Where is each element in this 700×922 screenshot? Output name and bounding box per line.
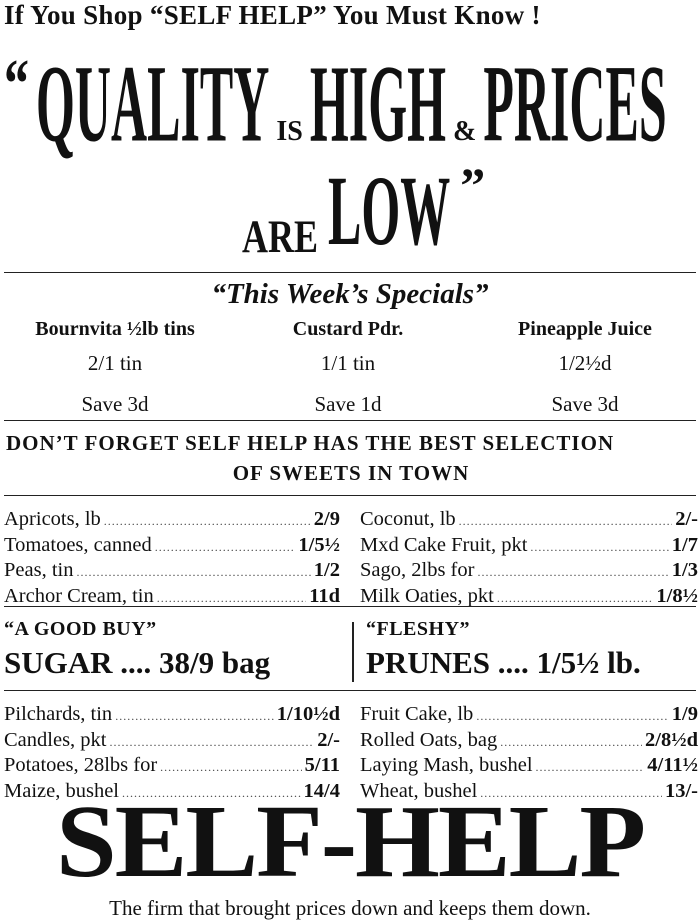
item-price: 1/10½d xyxy=(276,703,340,725)
slogan-low: LOW xyxy=(328,154,451,266)
slogan-line-2: ARE LOW ” xyxy=(242,160,542,260)
item-name: Rolled Oats, bag xyxy=(360,728,498,751)
featured-text: SUGAR .... 38/9 bag xyxy=(4,645,271,680)
price-row: Coconut, lb 2/- xyxy=(360,508,698,534)
item-name: Maize, bushel xyxy=(4,779,119,802)
item-name: Milk Oaties, pkt xyxy=(360,584,494,607)
sweets-notice-line-2: OF SWEETS IN TOWN xyxy=(232,461,470,485)
sweets-notice: DON’T FORGET SELF HELP HAS THE BEST SELE… xyxy=(6,428,696,488)
price-list-1-right: Coconut, lb 2/- Mxd Cake Fruit, pkt 1/7 Sa… xyxy=(360,508,698,610)
item-name: Sago, 2lbs for xyxy=(360,559,475,581)
price-row: Potatoes, 28lbs for 5/11 xyxy=(4,754,340,780)
item-name: Potatoes, 28lbs for xyxy=(4,754,158,776)
price-list-2-right: Fruit Cake, lb1/9 Rolled Oats, bag2/8½d … xyxy=(360,703,698,805)
item-price: 1/7 xyxy=(671,533,698,556)
special-name: Pineapple Juice xyxy=(518,318,652,340)
featured-label: “A GOOD BUY” xyxy=(4,618,157,640)
featured-label: “FLESHY” xyxy=(366,618,471,640)
item-price: 1/2 xyxy=(313,559,340,581)
price-row: Milk Oaties, pkt 1/8½ xyxy=(360,585,698,611)
special-saving: Save 3d xyxy=(81,392,149,416)
brand-logo-text: SELF-HELP xyxy=(56,784,646,899)
item-name: Mxd Cake Fruit, pkt xyxy=(360,533,528,556)
slogan-amp: & xyxy=(452,116,477,147)
special-saving: Save 3d xyxy=(551,392,619,416)
slogan-are: ARE xyxy=(242,210,319,263)
item-price: 1/9 xyxy=(671,703,698,725)
divider xyxy=(4,690,696,691)
price-row: Tomatoes, canned 1/5½ xyxy=(4,534,340,560)
featured-text: PRUNES .... 1/5½ lb. xyxy=(366,645,641,680)
slogan-high: HIGH xyxy=(309,41,446,165)
slogan-prices: PRICES xyxy=(483,41,667,165)
special-item: Pineapple Juice 1/2½d Save 3d xyxy=(470,318,700,417)
item-price: 14/4 xyxy=(303,779,340,802)
price-row: Pilchards, tin 1/10½d xyxy=(4,703,340,729)
item-name: Fruit Cake, lb xyxy=(360,703,474,725)
item-price: 2/- xyxy=(317,728,340,751)
sweets-notice-line-1: DON’T FORGET SELF HELP HAS THE BEST SELE… xyxy=(6,431,615,455)
kicker-headline: If You Shop “SELF HELP” You Must Know ! xyxy=(4,0,541,30)
divider xyxy=(4,420,696,421)
item-price: 1/5½ xyxy=(298,533,340,556)
featured-prunes: “FLESHY” PRUNES .... 1/5½ lb. xyxy=(366,618,641,681)
item-name: Pilchards, tin xyxy=(4,703,113,725)
price-row: Mxd Cake Fruit, pkt 1/7 xyxy=(360,534,698,560)
item-name: Peas, tin xyxy=(4,559,74,581)
item-price: 11d xyxy=(309,584,340,607)
price-list-1-left: Apricots, lb 2/9 Tomatoes, canned 1/5½ Pea… xyxy=(4,508,340,610)
price-row: Archor Cream, tin 11d xyxy=(4,585,340,611)
price-row: Rolled Oats, bag 2/8½d xyxy=(360,729,698,755)
item-name: Archor Cream, tin xyxy=(4,584,154,607)
item-name: Wheat, bushel xyxy=(360,779,478,802)
item-price: 13/- xyxy=(664,779,698,802)
item-price: 2/9 xyxy=(313,508,340,530)
open-quote: “ xyxy=(4,43,29,123)
vertical-divider xyxy=(352,622,354,682)
item-price: 1/3 xyxy=(671,559,698,581)
price-row: Candles, pkt 2/- xyxy=(4,729,340,755)
featured-sugar: “A GOOD BUY” SUGAR .... 38/9 bag xyxy=(4,618,270,681)
item-price: 2/- xyxy=(675,508,698,530)
tagline: The firm that brought prices down and ke… xyxy=(109,896,591,920)
price-row: Fruit Cake, lb 1/9 xyxy=(360,703,698,729)
price-row: Maize, bushel 14/4 xyxy=(4,780,340,806)
special-name: Bournvita ½lb tins xyxy=(35,318,195,340)
special-price: 2/1 tin xyxy=(87,351,143,375)
slogan-is: IS xyxy=(276,116,303,147)
special-item: Custard Pdr. 1/1 tin Save 1d xyxy=(233,318,463,417)
item-name: Apricots, lb xyxy=(4,508,101,530)
special-saving: Save 1d xyxy=(314,392,382,416)
close-quote: ” xyxy=(460,157,486,213)
item-name: Candles, pkt xyxy=(4,728,107,751)
price-row: Wheat, bushel 13/- xyxy=(360,780,698,806)
divider xyxy=(4,606,696,607)
item-price: 4/11½ xyxy=(647,754,698,776)
item-price: 2/8½d xyxy=(645,728,698,751)
price-row: Sago, 2lbs for 1/3 xyxy=(360,559,698,585)
divider xyxy=(4,272,696,273)
special-item: Bournvita ½lb tins 2/1 tin Save 3d xyxy=(0,318,230,417)
item-price: 5/11 xyxy=(304,754,340,776)
item-name: Tomatoes, canned xyxy=(4,533,152,556)
price-row: Peas, tin 1/2 xyxy=(4,559,340,585)
price-list-2-left: Pilchards, tin 1/10½d Candles, pkt 2/- Pot… xyxy=(4,703,340,805)
special-price: 1/1 tin xyxy=(320,351,376,375)
divider xyxy=(4,495,696,496)
slogan-line-1: “ QUALITY IS HIGH & PRICES xyxy=(4,48,698,158)
specials-title: “This Week’s Specials” xyxy=(211,278,489,310)
special-price: 1/2½d xyxy=(558,351,612,375)
price-row: Laying Mash, bushel 4/11½ xyxy=(360,754,698,780)
special-name: Custard Pdr. xyxy=(292,318,404,340)
price-row: Apricots, lb 2/9 xyxy=(4,508,340,534)
item-name: Coconut, lb xyxy=(360,508,456,530)
item-name: Laying Mash, bushel xyxy=(360,754,533,776)
slogan-quality: QUALITY xyxy=(36,41,270,165)
item-price: 1/8½ xyxy=(656,584,698,607)
